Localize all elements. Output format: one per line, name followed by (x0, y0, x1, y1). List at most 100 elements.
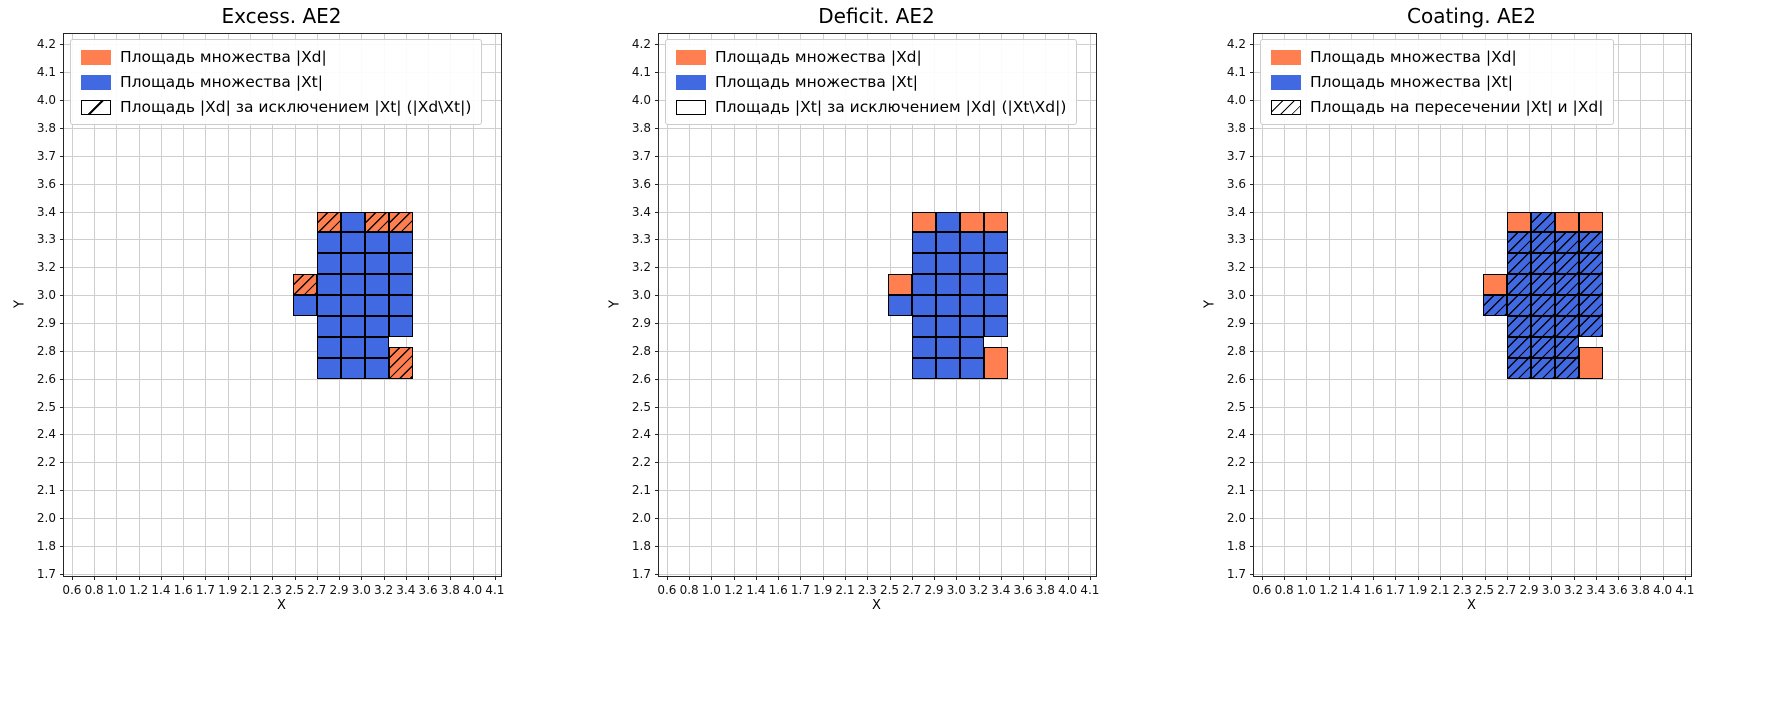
y-tick-label: 4.2 (631, 37, 651, 52)
data-cell (365, 253, 390, 275)
x-tick-mark (1529, 576, 1531, 580)
hatch-swatch (81, 99, 111, 115)
grid-line-vertical (689, 34, 691, 576)
y-tick-label: 3.3 (1226, 232, 1246, 247)
data-cell (316, 357, 341, 379)
data-cell (316, 295, 341, 317)
y-tick-label: 3.0 (1226, 288, 1246, 303)
x-tick-mark (1000, 576, 1002, 580)
y-tick-mark (1250, 518, 1254, 520)
x-tick-mark (205, 576, 207, 580)
data-cell (316, 316, 341, 337)
grid-line-horizontal (64, 545, 501, 547)
legend-item-xd: Площадь множества |Xd| (81, 48, 471, 66)
x-tick-label: 1.2 (724, 583, 744, 597)
y-tick-label: 2.4 (36, 427, 56, 442)
x-tick-label: 0.8 (84, 583, 104, 597)
legend-item-xt: Площадь множества |Xt| (81, 73, 471, 91)
x-tick-label: 1.2 (129, 583, 149, 597)
data-cell (984, 232, 1009, 254)
x-tick-label: 1.0 (106, 583, 126, 597)
y-tick-mark (60, 72, 64, 74)
grid-line-horizontal (1254, 573, 1691, 575)
data-cell (960, 232, 985, 254)
y-tick-label: 2.5 (1226, 399, 1246, 414)
grid-line-vertical (249, 34, 251, 576)
legend: Площадь множества |Xd| Площадь множества… (70, 39, 483, 125)
x-tick-label: 3.0 (946, 583, 966, 597)
x-tick-label: 2.1 (1430, 583, 1450, 597)
x-tick-mark (1261, 576, 1263, 580)
data-cell (1555, 211, 1580, 233)
x-tick-mark (666, 576, 668, 580)
data-cell (340, 336, 366, 358)
x-tick-label: 1.4 (746, 583, 766, 597)
x-tick-label: 2.9 (329, 583, 349, 597)
legend-label: Площадь множества |Xd| (715, 48, 922, 66)
data-cell (960, 295, 985, 317)
data-cell (935, 357, 961, 379)
x-tick-label: 1.0 (1296, 583, 1316, 597)
data-cell (935, 211, 961, 233)
x-tick-label: 3.2 (969, 583, 989, 597)
x-tick-mark (889, 576, 891, 580)
subplot-coating: Coating. AE2 Y Площадь множества |Xd| Пл… (1190, 0, 1785, 709)
y-tick-mark (1250, 378, 1254, 380)
x-tick-mark (428, 576, 430, 580)
y-tick-label: 4.2 (1226, 37, 1246, 52)
x-tick-mark (822, 576, 824, 580)
data-cell (1579, 253, 1604, 275)
data-cell (1555, 253, 1580, 275)
x-tick-mark (844, 576, 846, 580)
y-tick-label: 3.6 (631, 176, 651, 191)
data-cell (365, 211, 390, 233)
y-tick-label: 4.1 (36, 65, 56, 80)
legend-item-xd: Площадь множества |Xd| (676, 48, 1066, 66)
y-tick-label: 2.8 (36, 343, 56, 358)
y-tick-label: 3.7 (36, 148, 56, 163)
grid-line-horizontal (659, 545, 1096, 547)
data-cell (340, 357, 366, 379)
grid-line-vertical (755, 34, 757, 576)
data-cell (960, 211, 985, 233)
x-axis-title: X (872, 598, 881, 613)
y-tick-label: 4.0 (1226, 93, 1246, 108)
x-tick-mark (1595, 576, 1597, 580)
x-tick-mark (689, 576, 691, 580)
legend-item-relation: Площадь |Xt| за исключением |Xd| (|Xt\Xd… (676, 98, 1066, 116)
y-tick-mark (655, 155, 659, 157)
grid-line-vertical (138, 34, 140, 576)
xd-color-swatch (676, 49, 706, 65)
grid-line-horizontal (659, 378, 1096, 380)
y-tick-label: 3.6 (1226, 176, 1246, 191)
y-tick-label: 2.0 (36, 511, 56, 526)
y-tick-label: 3.0 (36, 288, 56, 303)
x-tick-mark (1045, 576, 1047, 580)
x-tick-label: 1.2 (1319, 583, 1339, 597)
y-tick-mark (655, 211, 659, 213)
y-tick-mark (1250, 490, 1254, 492)
grid-line-vertical (867, 34, 869, 576)
y-tick-mark (60, 183, 64, 185)
y-tick-label: 4.0 (631, 93, 651, 108)
grid-line-horizontal (1254, 239, 1691, 241)
y-tick-label: 2.1 (36, 483, 56, 498)
x-tick-mark (227, 576, 229, 580)
data-cell (1555, 295, 1580, 317)
data-cell (365, 295, 390, 317)
legend-item-xt: Площадь множества |Xt| (1271, 73, 1603, 91)
x-tick-label: 1.4 (1341, 583, 1361, 597)
grid-line-vertical (183, 34, 185, 576)
data-cell (911, 295, 936, 317)
data-cell (340, 253, 366, 275)
data-cell (984, 295, 1009, 317)
data-cell (960, 357, 985, 379)
y-tick-mark (655, 127, 659, 129)
grid-line-vertical (1373, 34, 1375, 576)
y-tick-mark (1250, 295, 1254, 297)
y-tick-label: 2.6 (36, 371, 56, 386)
grid-line-vertical (1395, 34, 1397, 576)
plot-area: Площадь множества |Xd| Площадь множества… (632, 33, 1099, 597)
grid-line-horizontal (1254, 211, 1691, 213)
data-cell (1530, 336, 1556, 358)
